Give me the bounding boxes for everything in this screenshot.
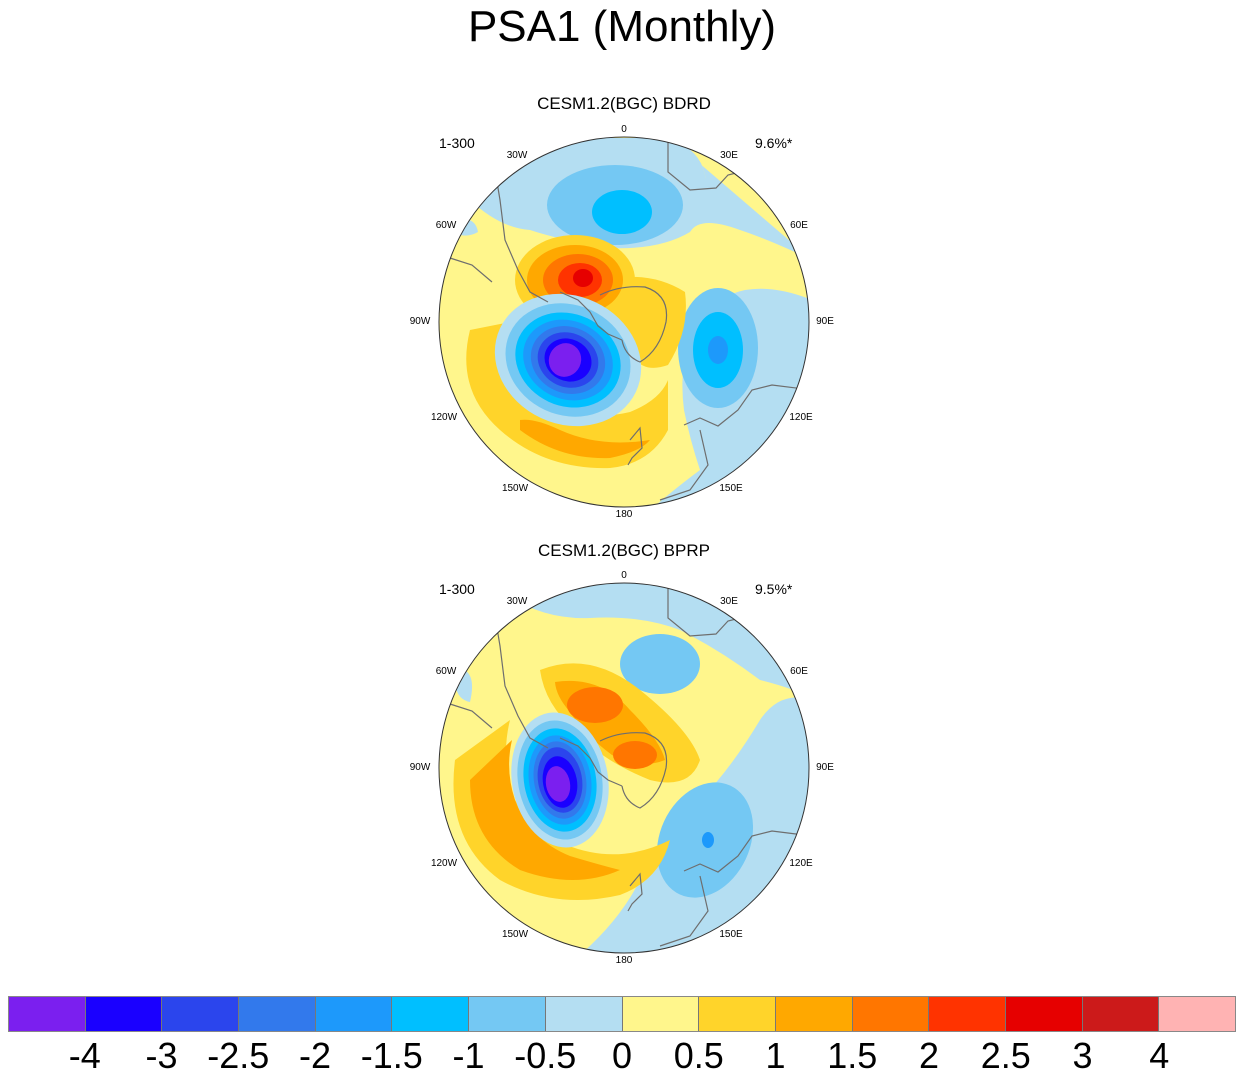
p1-lon-150e: 150E bbox=[719, 483, 743, 494]
p1-lon-60e: 60E bbox=[790, 220, 808, 231]
p2-coastlines bbox=[449, 584, 809, 947]
p2-lon-0: 0 bbox=[621, 570, 627, 581]
legend-swatch bbox=[392, 997, 470, 1031]
p1-coast-antarctica bbox=[599, 286, 668, 363]
legend-label: 1 bbox=[765, 1035, 786, 1076]
legend-label: 1.5 bbox=[827, 1035, 878, 1076]
p2-coast-south-america bbox=[489, 585, 549, 749]
legend-swatch bbox=[545, 997, 623, 1031]
p2-south-orange-inner bbox=[470, 740, 620, 880]
p2-coast-australia-south bbox=[659, 875, 709, 947]
figure-title: PSA1 (Monthly) bbox=[467, 2, 777, 51]
legend-label: 0.5 bbox=[673, 1035, 724, 1076]
p1-south-orange-inner bbox=[520, 419, 650, 459]
p1-lon-30e: 30E bbox=[720, 150, 738, 161]
legend-label: -1 bbox=[452, 1035, 485, 1076]
legend-swatch bbox=[9, 997, 86, 1031]
p1-east-blue-center bbox=[708, 336, 728, 364]
p1-coast-africa bbox=[667, 138, 741, 191]
panel-1-map bbox=[439, 137, 809, 507]
p1-lon-60w: 60W bbox=[435, 220, 457, 231]
p2-lon-180: 180 bbox=[615, 955, 633, 966]
legend-label: 2 bbox=[918, 1035, 940, 1076]
legend-label: 4 bbox=[1149, 1035, 1170, 1076]
legend-label: 2.5 bbox=[980, 1035, 1031, 1076]
p2-lon-90e: 90E bbox=[816, 762, 834, 773]
p2-coast-antarctica bbox=[599, 732, 668, 809]
color-legend-bar bbox=[8, 996, 1236, 1032]
legend-swatch bbox=[1082, 997, 1160, 1031]
p1-lon-90e: 90E bbox=[816, 316, 834, 327]
p2-map-frame bbox=[438, 582, 810, 954]
p2-lon-30w: 30W bbox=[506, 596, 528, 607]
legend-swatch bbox=[1005, 997, 1083, 1031]
p2-central-deep-orange-b bbox=[613, 741, 657, 769]
legend-swatch bbox=[85, 997, 163, 1031]
p2-lon-120w: 120W bbox=[430, 858, 458, 869]
p1-neg-l8 bbox=[548, 343, 582, 377]
p1-lon-30w: 30W bbox=[506, 150, 528, 161]
p2-coast-new-zealand bbox=[627, 872, 643, 912]
legend-label: -2 bbox=[298, 1035, 332, 1076]
panel-2-map bbox=[439, 583, 809, 953]
legend-swatch bbox=[239, 997, 316, 1031]
p1-lon-0: 0 bbox=[621, 124, 627, 135]
p2-lon-150w: 150W bbox=[501, 929, 529, 940]
p2-coast-antarctic-peninsula bbox=[559, 737, 623, 787]
p1-red-core bbox=[573, 269, 593, 287]
legend-swatch bbox=[315, 997, 393, 1031]
p2-coast-africa bbox=[667, 584, 741, 637]
p1-lon-180: 180 bbox=[615, 509, 633, 520]
legend-label: 0 bbox=[611, 1035, 633, 1076]
legend-swatch bbox=[775, 997, 853, 1031]
p1-coast-antarctic-peninsula bbox=[559, 291, 623, 341]
panel-2-title: CESM1.2(BGC) BPRP bbox=[538, 541, 710, 560]
legend-label: -1.5 bbox=[360, 1035, 423, 1076]
panel-2-years: 1-300 bbox=[439, 581, 475, 597]
p2-lon-60w: 60W bbox=[435, 666, 457, 677]
legend-swatch bbox=[929, 997, 1006, 1031]
p1-map-frame bbox=[438, 136, 810, 508]
legend-label: -3 bbox=[145, 1035, 178, 1076]
p2-central-deep-orange bbox=[567, 687, 623, 723]
legend-swatch bbox=[699, 997, 776, 1031]
p1-lon-120e: 120E bbox=[789, 412, 813, 423]
panel-1-variance: 9.6%* bbox=[755, 135, 793, 151]
panel-1-years: 1-300 bbox=[439, 135, 475, 151]
p1-lon-150w: 150W bbox=[501, 483, 529, 494]
p1-coast-australia bbox=[683, 384, 809, 427]
p2-east-blue-core bbox=[702, 832, 714, 848]
p1-north-blue-core bbox=[592, 190, 652, 234]
p1-coastlines bbox=[449, 138, 809, 501]
p1-lon-120w: 120W bbox=[430, 412, 458, 423]
p2-neg-l8 bbox=[545, 766, 571, 802]
p2-north-blue-mid bbox=[620, 634, 700, 694]
legend-swatch bbox=[622, 997, 700, 1031]
legend-swatch bbox=[469, 997, 546, 1031]
p1-coast-west-fragment bbox=[449, 257, 493, 283]
p2-lon-90w: 90W bbox=[409, 762, 431, 773]
legend-label: -2.5 bbox=[207, 1035, 270, 1076]
p2-lon-120e: 120E bbox=[789, 858, 813, 869]
p2-coast-west-fragment bbox=[449, 703, 493, 729]
p1-coast-australia-south bbox=[659, 429, 709, 501]
legend-swatch bbox=[1159, 997, 1235, 1031]
legend-swatch bbox=[852, 997, 930, 1031]
p1-coast-south-america bbox=[489, 139, 549, 303]
legend-label: -0.5 bbox=[514, 1035, 577, 1076]
p2-lon-150e: 150E bbox=[719, 929, 743, 940]
legend-label: 3 bbox=[1072, 1035, 1093, 1076]
p2-lon-30e: 30E bbox=[720, 596, 738, 607]
legend-swatch bbox=[162, 997, 240, 1031]
p1-coast-new-zealand bbox=[627, 426, 643, 466]
p2-lon-60e: 60E bbox=[790, 666, 808, 677]
p2-coast-australia bbox=[683, 830, 809, 873]
legend-label: -4 bbox=[68, 1035, 101, 1076]
p1-lon-90w: 90W bbox=[409, 316, 431, 327]
panel-2-variance: 9.5%* bbox=[755, 581, 793, 597]
panel-1-title: CESM1.2(BGC) BDRD bbox=[537, 94, 711, 113]
